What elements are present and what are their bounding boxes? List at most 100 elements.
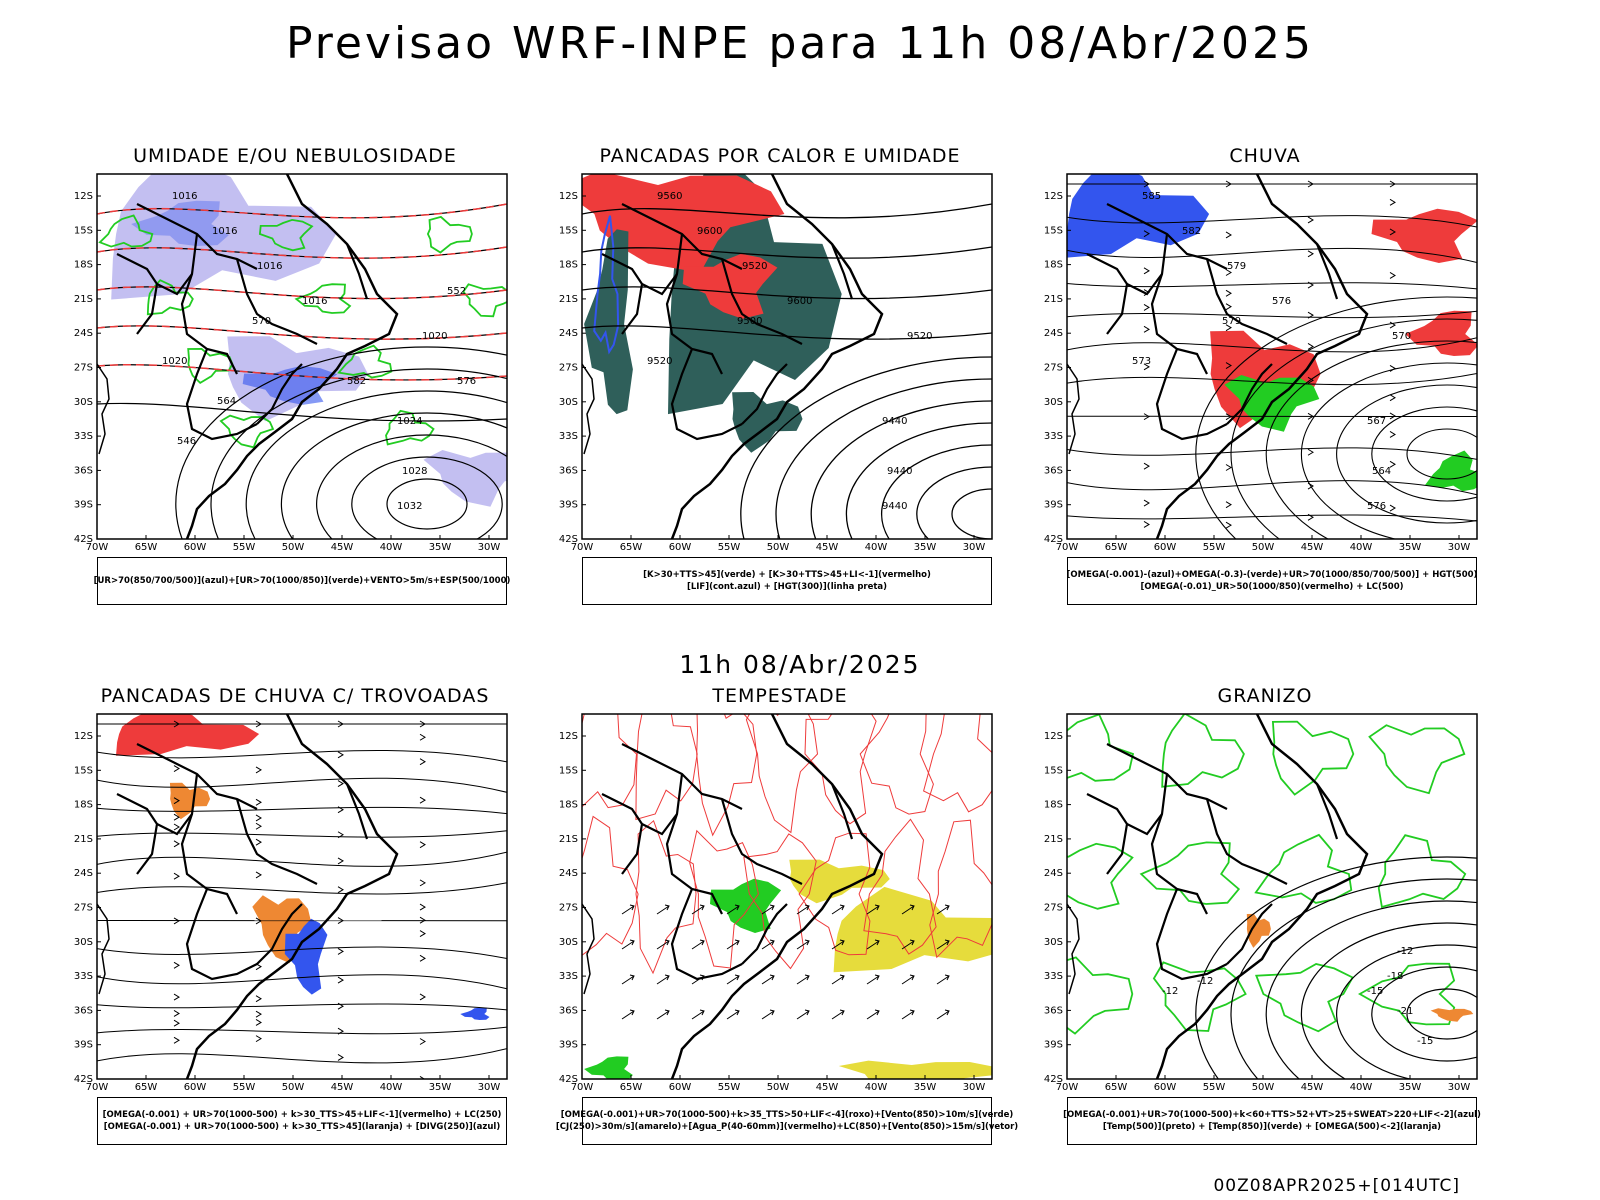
- contour-ring: [775, 378, 992, 539]
- map-layers: -12 -12 -15 -18 -21 -12 -15: [1067, 714, 1477, 1079]
- wind-vector: [901, 904, 915, 915]
- lon-tick-label: 35W: [1399, 542, 1422, 553]
- stream-arrow: [419, 733, 426, 741]
- lat-tick-label: 33S: [74, 431, 93, 442]
- wind-vector: [796, 904, 810, 915]
- contour-ring: [386, 478, 468, 530]
- contour-value-label: 552: [447, 286, 466, 297]
- contour-value-label: 9440: [887, 466, 912, 477]
- panel-trovoadas: PANCADAS DE CHUVA C/ TROVOADAS 12S 15S 18S…: [55, 685, 535, 1155]
- map-background: [582, 714, 992, 1079]
- lat-tick-label: 15S: [1044, 765, 1063, 776]
- lat-tick-label: 24S: [559, 328, 578, 339]
- map-umidade: 1016 1016 1016 1016 1020 1020 1024 1028 1032 570 5…: [74, 173, 508, 553]
- map-background: [1067, 714, 1477, 1079]
- wind-vector: [621, 904, 635, 915]
- rain-area: [1210, 330, 1321, 429]
- convection-area: [169, 782, 211, 820]
- temp850-contour: [1161, 714, 1245, 788]
- wind-vector: [866, 904, 880, 915]
- map-chuva: 585 582 579 576 573 570 567 564 576 579 12S 15S 18S 2…: [1044, 173, 1478, 553]
- green-contour: [462, 283, 507, 318]
- wind-vector: [761, 1009, 775, 1020]
- coastline: [1155, 714, 1369, 1079]
- lat-tick-label: 21S: [559, 834, 578, 845]
- panel-granizo: GRANIZO -12 -12 -15 -18 -21 -12 -15 12S 15S 18S 21…: [1025, 685, 1505, 1155]
- border-line: [741, 363, 788, 425]
- temp850-contour: [1368, 724, 1466, 795]
- stream-arrow: [255, 1019, 262, 1026]
- lon-tick-label: 35W: [429, 542, 452, 553]
- contour-value-label: 9500: [737, 316, 762, 327]
- contour-value-label: 1032: [397, 501, 422, 512]
- legend-box: [K>30+TTS>45](verde) + [K>30+TTS>45+LI<-…: [582, 557, 992, 605]
- lat-tick-label: 36S: [74, 465, 93, 476]
- lat-tick-label: 39S: [1044, 500, 1063, 511]
- stream-arrow: [337, 720, 344, 728]
- border-line: [1126, 813, 1163, 836]
- coastline-west: [582, 363, 595, 455]
- wind-vector: [691, 1009, 705, 1020]
- border-line: [345, 783, 369, 840]
- stream-arrow: [1143, 267, 1150, 275]
- stream-arrow: [1225, 464, 1232, 471]
- contour-ring: [1300, 922, 1477, 1079]
- water-contour: [745, 714, 819, 834]
- lon-tick-label: 50W: [282, 1082, 305, 1093]
- border-line: [741, 903, 788, 965]
- contour-value-label: 582: [347, 376, 366, 387]
- stream-arrow: [419, 796, 426, 804]
- contour-line: [97, 203, 507, 219]
- stream-arrow: [1143, 230, 1150, 238]
- stream-arrow: [1225, 231, 1232, 239]
- water-contour: [929, 819, 992, 959]
- border-line: [670, 888, 743, 981]
- border-line: [670, 348, 743, 441]
- lon-tick-label: 50W: [1252, 1082, 1275, 1093]
- contour-value-label: -15: [1367, 986, 1383, 997]
- border-line: [256, 903, 303, 965]
- stream-arrow: [419, 1038, 426, 1045]
- stream-arrow: [1143, 521, 1150, 528]
- legend-line-2: [OMEGA(-0.01)_UR>50(1000/850)(vermelho) …: [1140, 582, 1404, 592]
- wind-vector: [866, 1009, 880, 1020]
- border-line: [156, 273, 193, 296]
- legend-box: [OMEGA(-0.001) + UR>70(1000-500) + k>30_…: [97, 1097, 507, 1145]
- lat-tick-label: 24S: [1044, 868, 1063, 879]
- contour-ring: [175, 346, 507, 539]
- map-granizo: -12 -12 -15 -18 -21 -12 -15 12S 15S 18S 21S 24S 27S 3…: [1044, 713, 1478, 1093]
- wind-vector: [621, 974, 635, 985]
- contour-value-label: 1016: [257, 261, 282, 272]
- contour-ring: [351, 456, 503, 539]
- lon-tick-label: 40W: [380, 542, 403, 553]
- contour-value-label: 9440: [882, 416, 907, 427]
- stream-arrow: [1389, 364, 1396, 372]
- map-layers: [582, 714, 992, 1079]
- border-line: [720, 798, 803, 885]
- contour-value-label: 576: [1272, 296, 1291, 307]
- wind-vector: [831, 939, 845, 950]
- contour-line: [97, 286, 507, 300]
- lat-tick-label: 39S: [74, 1040, 93, 1051]
- green-contour: [294, 283, 352, 314]
- lat-tick-label: 15S: [559, 765, 578, 776]
- stream-arrow: [1225, 521, 1232, 529]
- stream-arrow: [173, 1010, 180, 1017]
- wind-vector: [761, 904, 775, 915]
- contour-line: [582, 203, 992, 219]
- contour-value-label: 564: [1372, 466, 1391, 477]
- stream-arrow: [419, 720, 426, 728]
- contour-value-label: 9520: [647, 356, 672, 367]
- lat-tick-label: 27S: [559, 363, 578, 374]
- lon-tick-label: 55W: [233, 1082, 256, 1093]
- streamline: [97, 974, 507, 990]
- lon-tick-label: 55W: [233, 542, 256, 553]
- lat-tick-label: 36S: [1044, 1005, 1063, 1016]
- stream-arrow: [255, 766, 262, 774]
- wind-vector: [691, 904, 705, 915]
- stream-arrow: [255, 1010, 262, 1018]
- jet-area: [838, 1060, 992, 1079]
- stream-arrow: [173, 993, 180, 1001]
- divergence-area: [460, 1007, 490, 1020]
- lat-tick-label: 12S: [559, 731, 578, 742]
